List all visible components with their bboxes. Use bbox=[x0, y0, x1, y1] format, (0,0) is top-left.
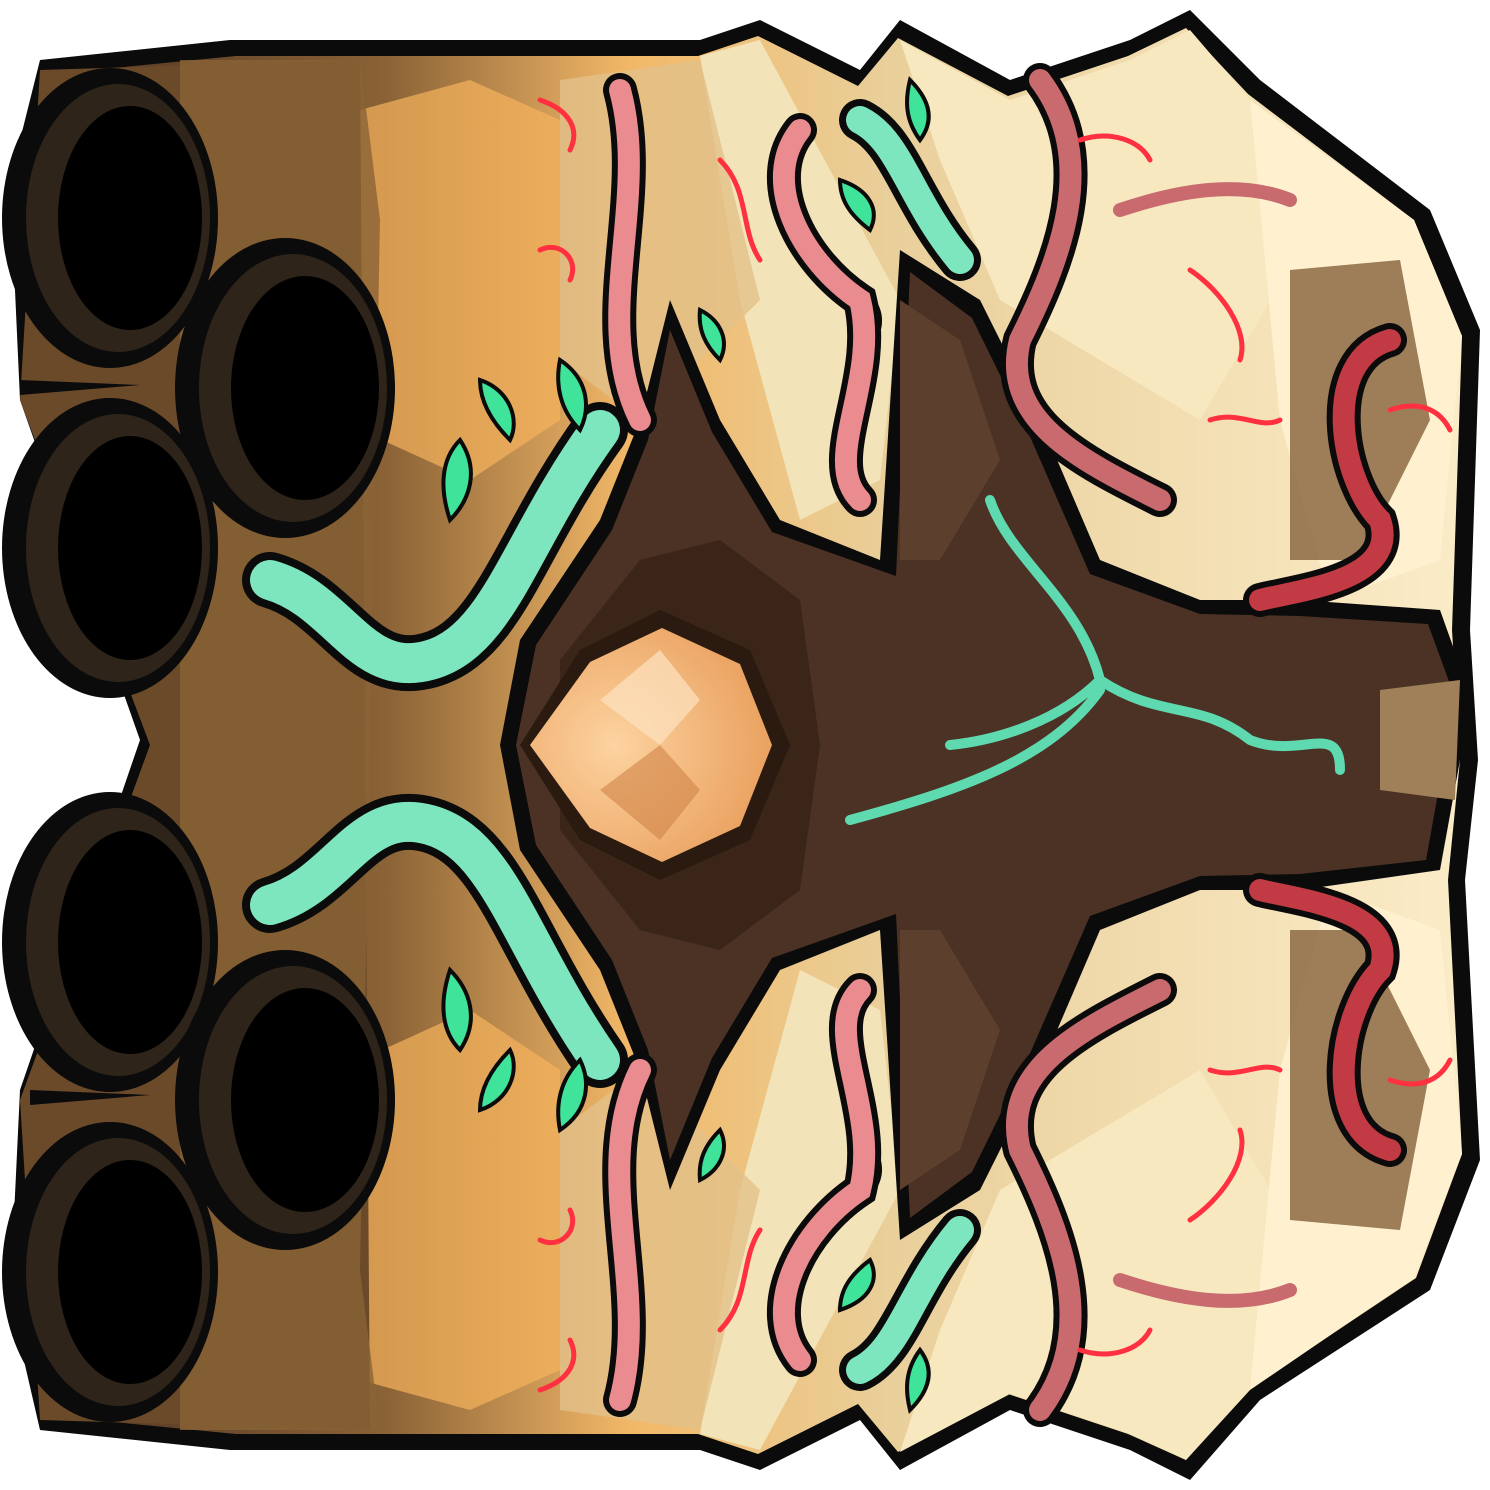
barrels bbox=[2, 68, 395, 1422]
barrel-mid-upper bbox=[2, 398, 218, 698]
barrel-bottom-outer bbox=[2, 1122, 218, 1422]
bone-plating bbox=[360, 30, 1462, 1460]
barrel-bottom-inner bbox=[175, 950, 395, 1250]
barrel-top-outer bbox=[2, 68, 218, 368]
pink-roots bbox=[602, 63, 1177, 1427]
core-seed bbox=[520, 610, 790, 880]
red-roots bbox=[1113, 182, 1407, 1308]
barrel-top-inner bbox=[175, 238, 395, 538]
barrel-mid-lower bbox=[2, 792, 218, 1092]
teal-vines bbox=[242, 99, 1345, 1391]
red-veins bbox=[537, 97, 1453, 1393]
